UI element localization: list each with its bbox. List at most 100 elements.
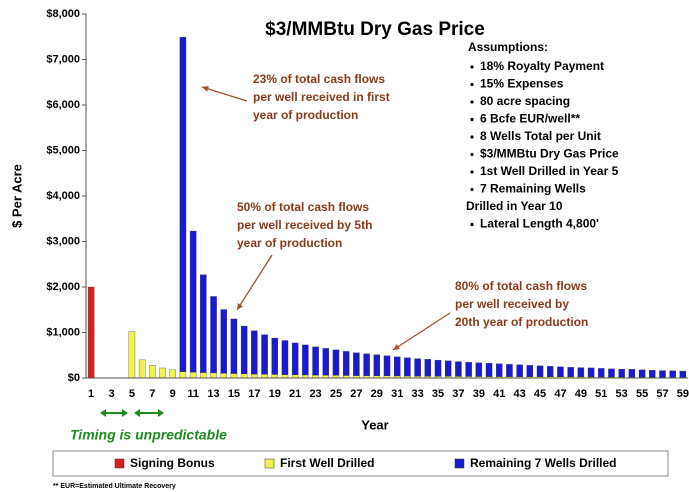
x-tick-label: 35	[432, 388, 444, 400]
x-axis-label: Year	[361, 417, 388, 432]
footnote: ** EUR=Estimated Ultimate Recovery	[53, 483, 176, 490]
assumption-item: 8 Wells Total per Unit	[480, 129, 601, 143]
bullet	[470, 100, 474, 104]
x-tick-label: 33	[411, 388, 423, 400]
annotation: per well received in first	[253, 90, 390, 104]
x-tick-label: 51	[595, 388, 607, 400]
bar	[618, 368, 625, 378]
bar	[169, 369, 176, 379]
bullet	[470, 222, 474, 227]
annotation: 50% of total cash flows	[237, 200, 369, 214]
bar	[149, 365, 156, 379]
x-tick-label: 1	[88, 388, 94, 400]
bar	[87, 286, 95, 379]
bar	[281, 340, 289, 375]
bar	[261, 374, 268, 379]
bar	[179, 371, 187, 379]
bar	[373, 354, 381, 376]
bar	[240, 373, 248, 379]
arrow-head	[237, 303, 243, 310]
x-tick-label: 45	[534, 388, 546, 400]
bar	[363, 353, 370, 376]
x-tick-label: 21	[289, 388, 301, 400]
bar	[393, 356, 401, 377]
x-tick-label: 17	[248, 388, 260, 400]
y-tick-label: $2,000	[46, 281, 80, 293]
y-tick-label: $0	[68, 372, 80, 384]
bar	[332, 349, 340, 376]
bar	[251, 373, 258, 379]
bar	[230, 318, 238, 374]
bar	[659, 370, 666, 378]
bar	[567, 367, 574, 378]
y-tick-label: $8,000	[46, 8, 80, 20]
y-axis-label: $ Per Acre	[9, 164, 24, 228]
assumption-item: 80 acre spacing	[480, 94, 570, 108]
x-tick-label: 53	[616, 388, 628, 400]
arrow-head	[202, 85, 209, 92]
legend-label: Remaining 7 Wells Drilled	[470, 456, 616, 470]
x-tick-label: 7	[149, 388, 155, 400]
bar	[159, 367, 166, 379]
x-tick-label: 27	[350, 388, 362, 400]
bar	[414, 358, 421, 377]
y-tick-label: $3,000	[46, 235, 80, 247]
bullet	[470, 170, 474, 174]
bar	[587, 367, 595, 378]
y-tick-label: $6,000	[46, 99, 80, 111]
bar	[547, 366, 554, 377]
bar	[628, 369, 636, 378]
annotation: 23% of total cash flows	[253, 72, 385, 86]
annotation: year of production	[253, 108, 358, 122]
x-tick-label: 3	[108, 388, 114, 400]
bar	[424, 359, 432, 377]
y-tick-label: $7,000	[46, 53, 80, 65]
annotation-arrow	[236, 254, 273, 311]
bar	[679, 370, 687, 378]
x-tick-label: 19	[269, 388, 281, 400]
bar	[475, 362, 483, 377]
bar	[638, 369, 646, 378]
x-tick-label: 43	[514, 388, 526, 400]
bar	[557, 366, 564, 378]
bar	[485, 363, 493, 377]
legend-swatch	[114, 458, 125, 469]
arrow-head	[393, 344, 400, 350]
bar	[189, 371, 197, 379]
bar	[342, 351, 350, 376]
annotation-arrow	[392, 312, 451, 351]
annotation: per well received by	[455, 297, 569, 311]
x-tick-label: 41	[493, 388, 505, 400]
bar	[455, 361, 462, 377]
bar	[434, 359, 442, 377]
bullet	[470, 135, 474, 139]
legend-box	[52, 450, 669, 477]
timing-arrows	[100, 409, 164, 417]
x-tick-label: 29	[371, 388, 383, 400]
assumption-item: 6 Bcfe EUR/well**	[480, 112, 580, 126]
x-tick-label: 55	[636, 388, 648, 400]
bar	[138, 359, 146, 379]
arrow-heads	[134, 409, 164, 417]
bar	[496, 363, 503, 377]
assumption-item: 1st Well Drilled in Year 5	[480, 164, 619, 178]
bar	[669, 370, 676, 378]
x-tick-label: 15	[228, 388, 240, 400]
x-tick-label: 13	[207, 388, 219, 400]
y-tick-label: $5,000	[46, 144, 80, 156]
bar	[271, 374, 278, 379]
bar	[516, 364, 523, 377]
y-tick-label: $4,000	[46, 190, 80, 202]
bullet	[470, 152, 474, 157]
x-tick-label: 9	[170, 388, 176, 400]
x-tick-label: 47	[554, 388, 566, 400]
bar	[649, 370, 656, 378]
bar	[536, 365, 544, 377]
x-tick-label: 23	[309, 388, 321, 400]
legend-swatch	[264, 458, 275, 469]
x-tick-label: 37	[452, 388, 464, 400]
bar	[189, 230, 197, 373]
bar	[220, 309, 227, 374]
bar	[608, 368, 615, 378]
